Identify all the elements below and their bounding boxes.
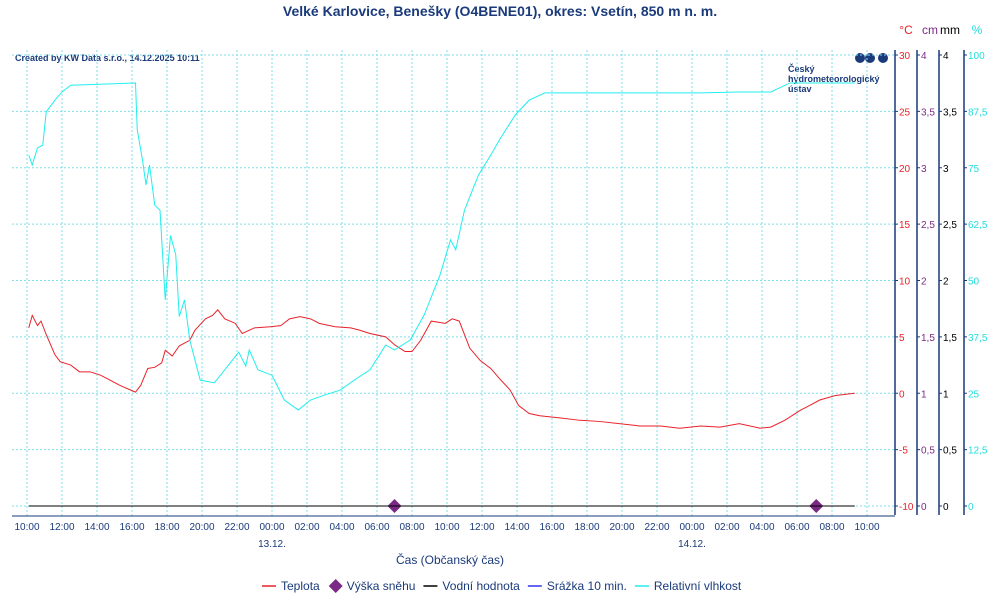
y-tick-label: 0 bbox=[968, 502, 974, 513]
y-tick-label: 3,5 bbox=[943, 107, 957, 118]
date-label: 14.12. bbox=[678, 539, 706, 550]
x-tick-label: 18:00 bbox=[574, 522, 599, 533]
series-relativn-vlhkost bbox=[28, 82, 855, 411]
chart-title: Velké Karlovice, Benešky (O4BENE01), okr… bbox=[283, 3, 717, 19]
y-tick-label: -10 bbox=[899, 502, 914, 513]
series-layer bbox=[28, 82, 855, 513]
y-tick-label: 0 bbox=[899, 389, 905, 400]
logo-line: Český bbox=[788, 63, 815, 74]
x-tick-label: 12:00 bbox=[49, 522, 74, 533]
x-tick-label: 06:00 bbox=[364, 522, 389, 533]
y-tick-label: 10 bbox=[899, 277, 911, 288]
x-tick-label: 20:00 bbox=[189, 522, 214, 533]
chmi-logo: Český hydrometeorologický ústav bbox=[788, 53, 888, 94]
y-tick-label: 0,5 bbox=[943, 446, 957, 457]
y-tick-label: 0 bbox=[921, 502, 927, 513]
y-tick-label: 2,5 bbox=[943, 220, 957, 231]
x-tick-label: 04:00 bbox=[749, 522, 774, 533]
y-tick-label: 3,5 bbox=[921, 107, 935, 118]
date-label: 13.12. bbox=[258, 539, 286, 550]
x-axis-label: Čas (Občanský čas) bbox=[396, 552, 504, 567]
x-tick-label: 16:00 bbox=[539, 522, 564, 533]
y-tick-label: 37,5 bbox=[968, 333, 988, 344]
x-tick-label: 12:00 bbox=[469, 522, 494, 533]
legend-label: Teplota bbox=[281, 579, 320, 593]
x-tick-label: 10:00 bbox=[14, 522, 39, 533]
y-tick-label: 4 bbox=[943, 51, 949, 62]
y-tick-label: 15 bbox=[899, 220, 911, 231]
y-tick-label: 3 bbox=[921, 164, 927, 175]
x-tick-label: 14:00 bbox=[84, 522, 109, 533]
y-tick-label: 0,5 bbox=[921, 446, 935, 457]
series-teplota bbox=[28, 309, 855, 429]
x-tick-label: 02:00 bbox=[714, 522, 739, 533]
x-tick-label: 10:00 bbox=[854, 522, 879, 533]
y-tick-label: 30 bbox=[899, 51, 911, 62]
y-tick-label: 25 bbox=[899, 107, 911, 118]
y-tick-label: 25 bbox=[968, 389, 980, 400]
y-tick-label: 1 bbox=[921, 389, 927, 400]
y-tick-label: 20 bbox=[899, 164, 911, 175]
y-tick-label: 0 bbox=[943, 502, 949, 513]
x-tick-label: 14:00 bbox=[504, 522, 529, 533]
y-tick-label: 2,5 bbox=[921, 220, 935, 231]
y-tick-label: 3 bbox=[943, 164, 949, 175]
y-tick-label: 100 bbox=[968, 51, 985, 62]
legend-label: Relativní vlhkost bbox=[654, 579, 742, 593]
axes: 10:00 12:00 14:00 16:00 18:00 20:00 22:00 00:00… bbox=[12, 23, 988, 550]
x-tick-label: 02:00 bbox=[294, 522, 319, 533]
y-tick-label: 1,5 bbox=[921, 333, 935, 344]
logo-dot bbox=[878, 53, 888, 63]
y-tick-label: 87,5 bbox=[968, 107, 988, 118]
y-tick-label: 62,5 bbox=[968, 220, 988, 231]
y-axis-unit: % bbox=[972, 23, 983, 37]
y-tick-label: 2 bbox=[921, 277, 927, 288]
x-tick-label: 08:00 bbox=[819, 522, 844, 533]
x-tick-label: 22:00 bbox=[644, 522, 669, 533]
x-tick-label: 06:00 bbox=[784, 522, 809, 533]
y-tick-label: 5 bbox=[899, 333, 905, 344]
x-tick-label: 22:00 bbox=[224, 522, 249, 533]
y-tick-label: 4 bbox=[921, 51, 927, 62]
y-tick-label: -5 bbox=[899, 446, 908, 457]
x-tick-label: 10:00 bbox=[434, 522, 459, 533]
y-tick-label: 1,5 bbox=[943, 333, 957, 344]
y-tick-label: 12,5 bbox=[968, 446, 988, 457]
credit-text: Created by KW Data s.r.o., 14.12.2025 10… bbox=[15, 53, 200, 63]
legend-label: Výška sněhu bbox=[347, 579, 416, 593]
x-tick-label: 04:00 bbox=[329, 522, 354, 533]
y-axis-unit: mm bbox=[940, 23, 960, 37]
x-tick-label: 18:00 bbox=[154, 522, 179, 533]
legend: Teplota Výška sněhu Vodní hodnota Srážka 10… bbox=[262, 579, 742, 593]
x-tick-label: 16:00 bbox=[119, 522, 144, 533]
y-tick-label: 50 bbox=[968, 277, 980, 288]
x-tick-label: 00:00 bbox=[259, 522, 284, 533]
y-tick-label: 2 bbox=[943, 277, 949, 288]
legend-label: Vodní hodnota bbox=[442, 579, 520, 593]
grid bbox=[12, 50, 895, 516]
x-tick-label: 20:00 bbox=[609, 522, 634, 533]
y-tick-label: 75 bbox=[968, 164, 980, 175]
x-tick-label: 08:00 bbox=[399, 522, 424, 533]
legend-swatch bbox=[328, 579, 343, 593]
y-axis-unit: °C bbox=[899, 23, 913, 37]
y-axis-unit: cm bbox=[922, 23, 938, 37]
y-tick-label: 1 bbox=[943, 389, 949, 400]
logo-line: ústav bbox=[788, 84, 812, 94]
logo-line: hydrometeorologický bbox=[788, 74, 880, 84]
legend-label: Srážka 10 min. bbox=[547, 579, 627, 593]
x-tick-label: 00:00 bbox=[679, 522, 704, 533]
